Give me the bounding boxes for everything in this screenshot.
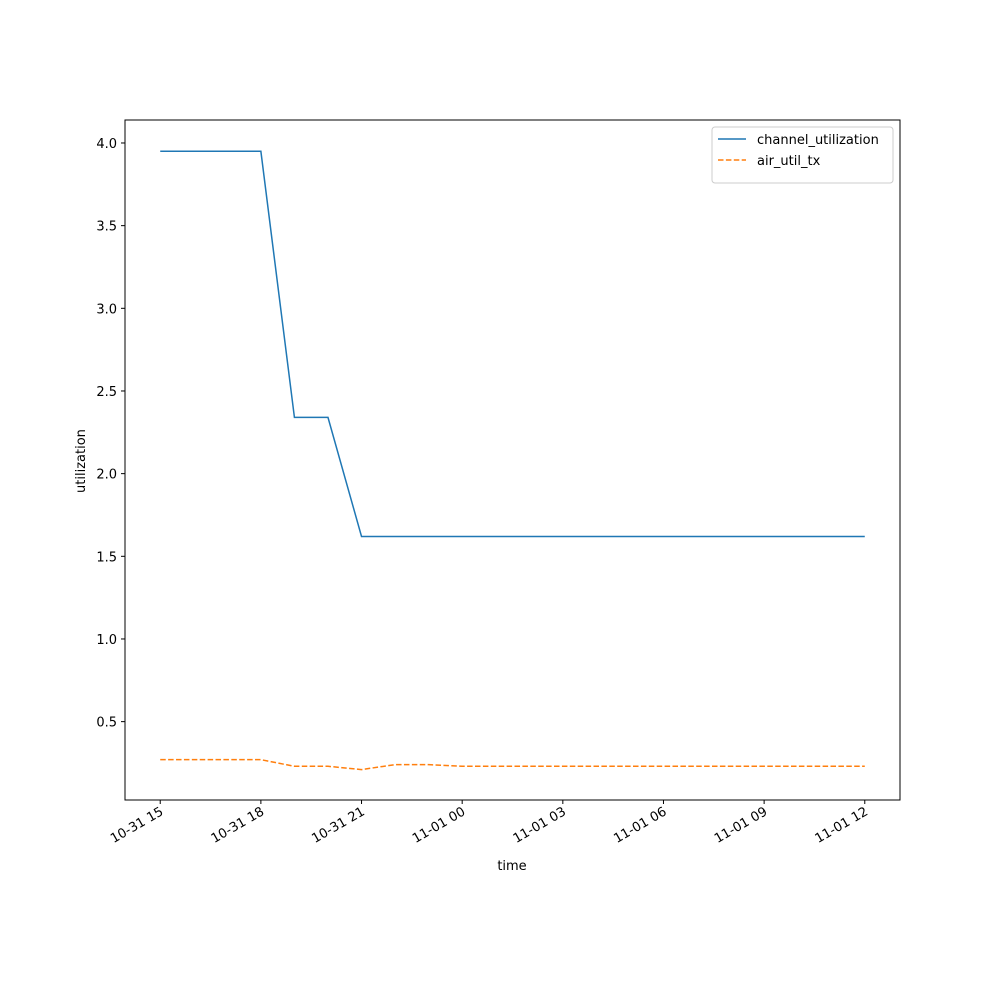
x-tick-label: 11-01 12 (813, 804, 871, 846)
y-tick-label: 3.0 (96, 302, 117, 317)
x-axis-label: time (497, 859, 526, 874)
x-tick-label: 11-01 09 (712, 804, 770, 846)
y-tick-label: 1.0 (96, 633, 117, 648)
x-tick-label: 11-01 00 (410, 804, 468, 846)
x-tick-label: 10-31 21 (309, 804, 367, 846)
legend-label: channel_utilization (757, 133, 879, 148)
legend-box (711, 126, 894, 184)
y-tick-label: 4.0 (96, 137, 117, 152)
plot-frame (124, 119, 901, 801)
y-tick-label: 1.5 (96, 550, 117, 565)
x-tick-label: 10-31 15 (108, 804, 166, 846)
y-tick-label: 2.0 (96, 468, 117, 483)
x-tick-label: 11-01 03 (511, 804, 569, 846)
y-tick-label: 3.5 (96, 220, 117, 235)
y-tick-label: 2.5 (96, 385, 117, 400)
x-tick-label: 10-31 18 (209, 804, 267, 846)
line-series (160, 150, 865, 538)
y-tick-label: 0.5 (96, 716, 117, 731)
x-tick-label: 11-01 06 (611, 804, 669, 846)
legend-label: air_util_tx (757, 154, 821, 169)
line-series (160, 758, 865, 771)
y-axis-label: utilization (74, 429, 89, 493)
